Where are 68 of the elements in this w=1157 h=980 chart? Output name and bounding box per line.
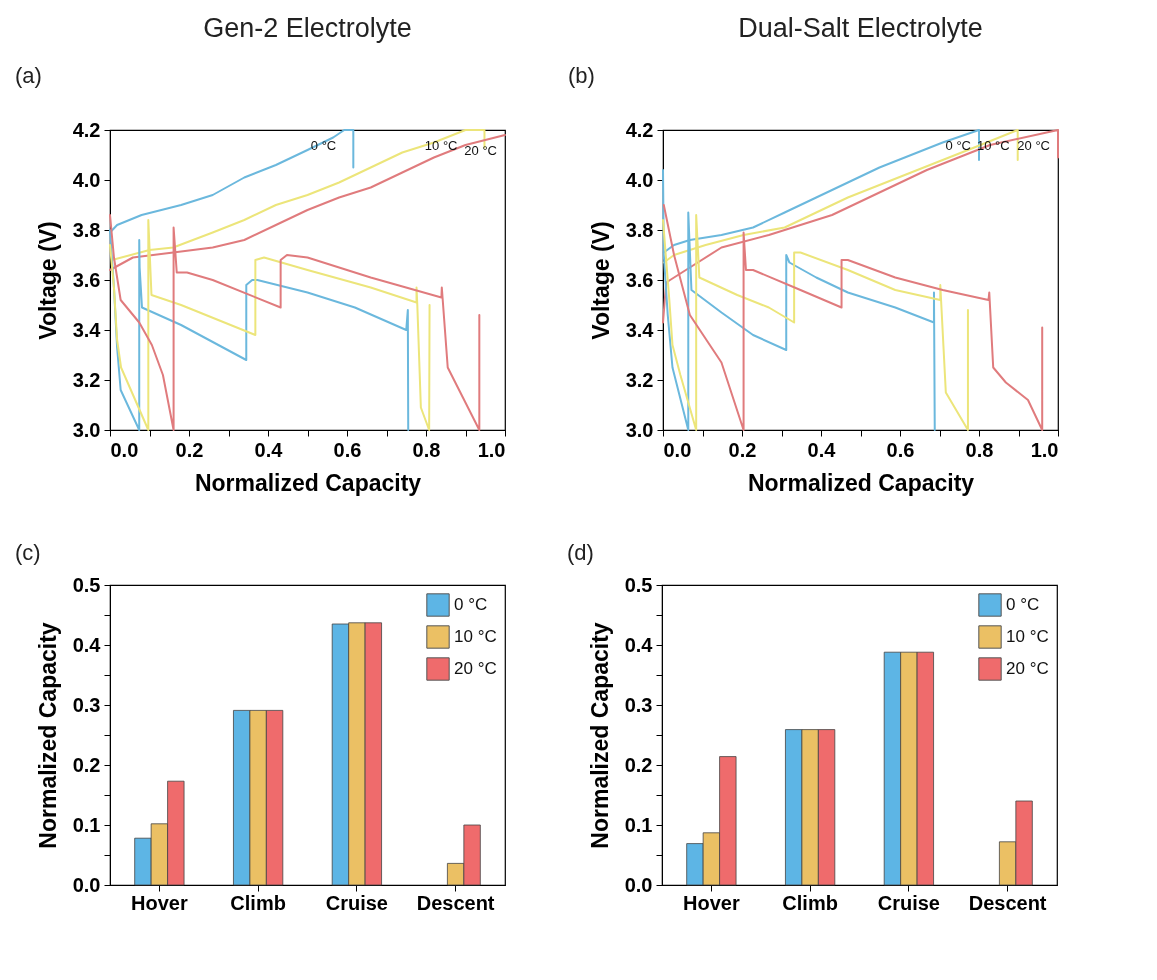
x-tick-label: 0.0	[663, 438, 692, 461]
chart-title: Dual-Salt Electrolyte	[738, 13, 983, 43]
legend-label: 20 °C	[454, 659, 497, 678]
y-tick-label: 0.3	[72, 693, 101, 716]
y-tick-label: 3.4	[625, 318, 655, 341]
y-tick-label: 3.4	[72, 318, 102, 341]
y-tick-label: 0.0	[72, 873, 101, 896]
x-tick-label: 0.0	[110, 438, 139, 461]
y-tick-label: 3.2	[72, 368, 101, 391]
y-tick-label: 3.2	[625, 368, 654, 391]
y-axis-title: Voltage (V)	[587, 221, 614, 340]
text: (c)	[15, 540, 41, 565]
x-tick-label: 0.2	[175, 438, 204, 461]
legend-label: 20 °C	[1006, 659, 1049, 678]
series-label: 20 °C	[1017, 138, 1050, 153]
x-tick-label: Descent	[968, 891, 1047, 914]
x-tick-label: 0.2	[728, 438, 757, 461]
x-tick-label: 1.0	[477, 438, 506, 461]
y-tick-label: 3.0	[72, 418, 101, 441]
y-axis-title: Voltage (V)	[34, 221, 61, 340]
x-tick-label: 0.4	[254, 438, 284, 461]
y-tick-label: 4.0	[625, 168, 654, 191]
x-tick-label: 0.4	[807, 438, 837, 461]
x-tick-label: 1.0	[1030, 438, 1059, 461]
x-tick-label: Hover	[131, 891, 188, 914]
x-tick-label: Cruise	[325, 891, 388, 914]
y-tick-label: 0.5	[72, 573, 101, 596]
y-tick-label: 0.3	[624, 693, 653, 716]
x-tick-label: Climb	[230, 891, 286, 914]
y-tick-label: 0.1	[72, 813, 101, 836]
y-tick-label: 4.0	[72, 168, 101, 191]
legend-label: 0 °C	[454, 595, 488, 614]
x-tick-label: 0.8	[412, 438, 441, 461]
y-axis-title: Normalized Capacity	[586, 622, 613, 849]
y-tick-label: 4.2	[625, 118, 654, 141]
text: (b)	[568, 63, 595, 88]
y-tick-label: 0.0	[624, 873, 653, 896]
y-tick-label: 3.8	[625, 218, 654, 241]
x-tick-label: 0.6	[886, 438, 915, 461]
x-tick-label: Climb	[782, 891, 838, 914]
text: (d)	[567, 540, 594, 565]
y-tick-label: 0.4	[624, 633, 654, 656]
x-axis-title: Normalized Capacity	[194, 469, 422, 496]
y-tick-label: 3.6	[72, 268, 101, 291]
y-tick-label: 0.4	[72, 633, 102, 656]
series-label: 10 °C	[977, 138, 1010, 153]
legend-label: 10 °C	[454, 627, 497, 646]
y-tick-label: 3.0	[625, 418, 654, 441]
chart-title: Gen-2 Electrolyte	[203, 13, 412, 43]
x-tick-label: Cruise	[877, 891, 940, 914]
x-tick-label: Hover	[683, 891, 740, 914]
text: (a)	[15, 63, 42, 88]
y-tick-label: 0.1	[624, 813, 653, 836]
series-label: 20 °C	[464, 143, 497, 158]
y-tick-label: 3.8	[72, 218, 101, 241]
x-tick-label: 0.8	[965, 438, 994, 461]
legend-label: 10 °C	[1006, 627, 1049, 646]
x-tick-label: 0.6	[333, 438, 362, 461]
y-tick-label: 0.5	[624, 573, 653, 596]
legend-label: 0 °C	[1006, 595, 1040, 614]
series-label: 0 °C	[945, 138, 971, 153]
y-tick-label: 3.6	[625, 268, 654, 291]
y-tick-label: 0.2	[72, 753, 101, 776]
x-tick-label: Descent	[416, 891, 495, 914]
x-axis-title: Normalized Capacity	[747, 469, 975, 496]
y-axis-title: Normalized Capacity	[34, 622, 61, 849]
y-tick-label: 0.2	[624, 753, 653, 776]
y-tick-label: 4.2	[72, 118, 101, 141]
